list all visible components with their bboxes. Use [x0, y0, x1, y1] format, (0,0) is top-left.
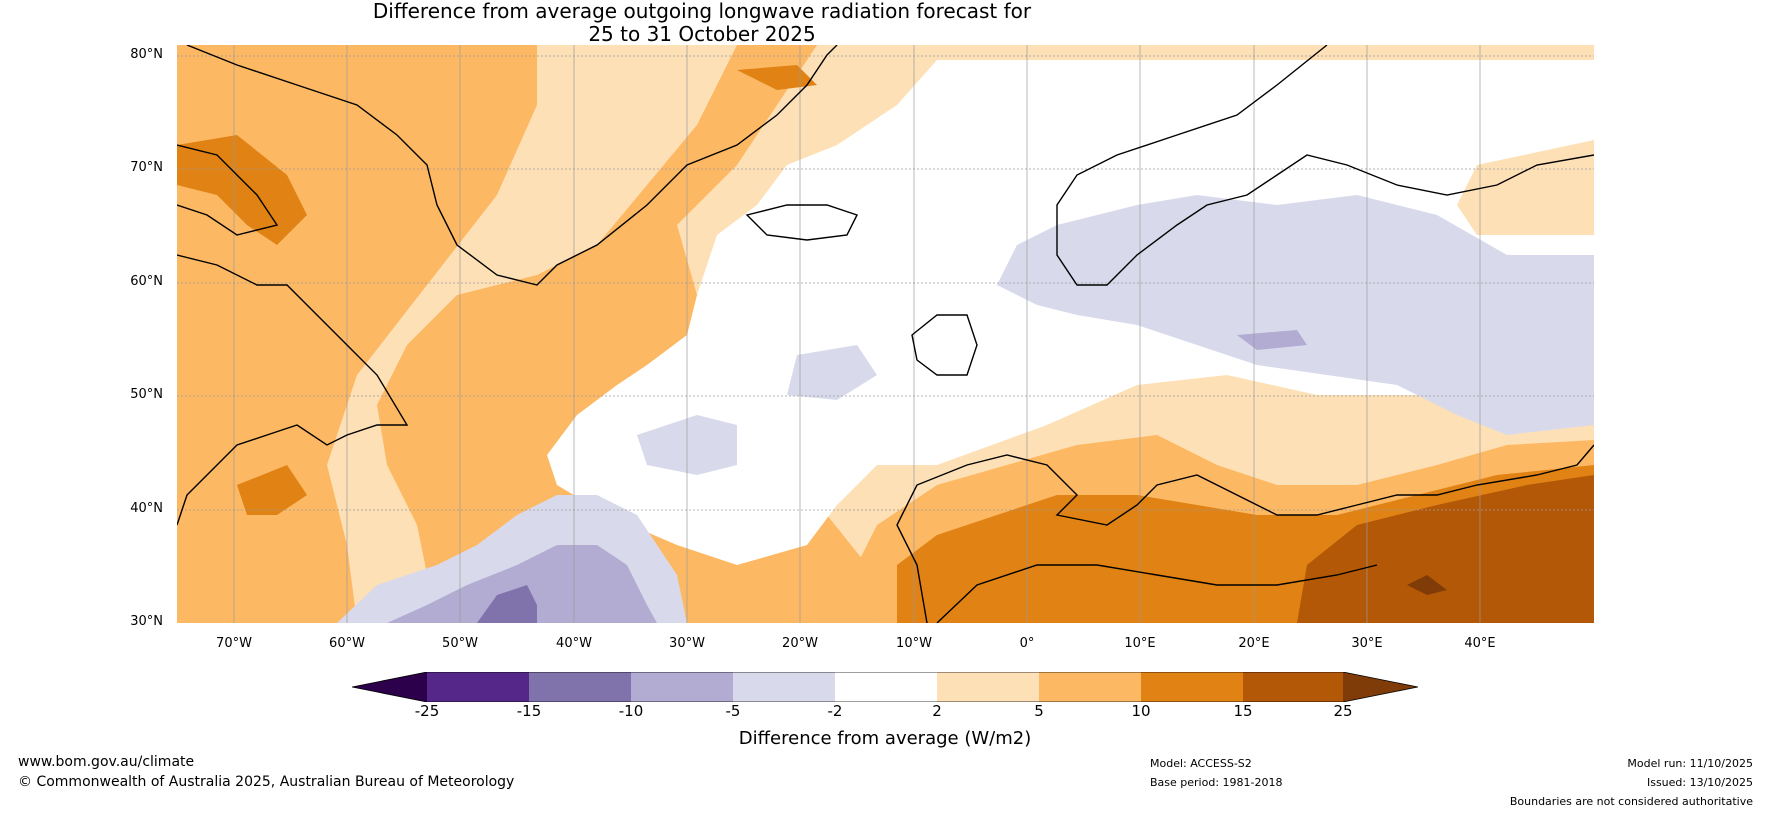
lon-label-30e: 30°E — [1351, 636, 1383, 651]
field-lilac-europe — [997, 195, 1594, 435]
lon-label-50w: 50°W — [442, 636, 478, 651]
issued-text: Issued: 13/10/2025 — [1646, 776, 1753, 789]
colorbar-swatch-3 — [631, 672, 733, 702]
colorbar-label: Difference from average (W/m2) — [738, 728, 1032, 749]
lat-label-50n: 50°N — [130, 387, 163, 402]
north-africa-coast — [936, 564, 1378, 623]
chart-title: Difference from average outgoing longwav… — [0, 0, 1404, 46]
colorbar-tick-2: -10 — [618, 702, 644, 720]
colorbar-tick-9: 25 — [1333, 702, 1353, 720]
colorbar-tick-7: 10 — [1131, 702, 1151, 720]
disclaimer-text: Boundaries are not considered authoritat… — [1509, 795, 1753, 808]
lon-label-10w: 10°W — [896, 636, 932, 651]
mediterranean-coast — [896, 444, 1594, 623]
colorbar-tick-8: 15 — [1233, 702, 1253, 720]
colorbar-swatch-10 — [1343, 672, 1418, 702]
colorbar-tick-6: 5 — [1034, 702, 1044, 720]
lat-label-80n: 80°N — [130, 47, 163, 62]
colorbar-swatch-0 — [352, 672, 427, 702]
colorbar-swatch-7 — [1039, 672, 1141, 702]
britain-coast — [911, 314, 978, 376]
lon-label-40w: 40°W — [556, 636, 592, 651]
colorbar-swatch-6 — [937, 672, 1039, 702]
lon-label-20e: 20°E — [1238, 636, 1270, 651]
scandinavia-coast — [1056, 45, 1594, 286]
title-line-2: 25 to 31 October 2025 — [588, 22, 816, 46]
colorbar-swatch-4 — [733, 672, 835, 702]
greenland-coast — [186, 45, 838, 286]
field-lilac-biscay — [787, 345, 877, 400]
colorbar-swatch-5 — [835, 672, 937, 702]
colorbar-tick-4: -2 — [827, 702, 843, 720]
field-purple-core — [477, 585, 537, 623]
map-panel — [177, 45, 1594, 623]
labrador-coast — [177, 254, 409, 526]
field-pale-orange-labrador — [327, 45, 737, 623]
colorbar — [352, 672, 1418, 702]
longitude-gridlines — [233, 45, 1481, 623]
colorbar-tick-5: 2 — [932, 702, 942, 720]
lat-label-30n: 30°N — [130, 614, 163, 629]
baffin-coast — [177, 144, 279, 236]
colorbar-swatch-2 — [529, 672, 631, 702]
field-darkest-orange-spot — [1407, 575, 1447, 595]
lat-label-40n: 40°N — [130, 501, 163, 516]
colorbar-swatch-9 — [1243, 672, 1343, 702]
lon-label-40e: 40°E — [1464, 636, 1496, 651]
field-orange-baffin — [177, 135, 307, 245]
colorbar-tick-1: -15 — [516, 702, 542, 720]
model-run-text: Model run: 11/10/2025 — [1627, 757, 1753, 770]
lon-label-10e: 10°E — [1124, 636, 1156, 651]
field-lavender-west-atlantic — [387, 545, 657, 623]
lat-label-70n: 70°N — [130, 160, 163, 175]
colorbar-tick-0: -25 — [414, 702, 440, 720]
colorbar-tick-3: -5 — [725, 702, 741, 720]
title-line-1: Difference from average outgoing longwav… — [372, 0, 1032, 23]
field-orange-greenland-sea — [737, 65, 817, 90]
lon-label-0: 0° — [1019, 636, 1035, 651]
lon-label-70w: 70°W — [216, 636, 252, 651]
colorbar-swatch-8 — [1141, 672, 1243, 702]
lat-label-60n: 60°N — [130, 274, 163, 289]
lon-label-30w: 30°W — [669, 636, 705, 651]
colorbar-swatch-1 — [427, 672, 529, 702]
field-lavender-russia — [1237, 330, 1307, 350]
coastlines — [177, 45, 1594, 623]
lon-label-60w: 60°W — [329, 636, 365, 651]
copyright-text: © Commonwealth of Australia 2025, Austra… — [18, 774, 515, 790]
map-canvas — [177, 45, 1594, 623]
base-period-text: Base period: 1981-2018 — [1150, 776, 1283, 789]
website-link[interactable]: www.bom.gov.au/climate — [18, 754, 195, 770]
field-orange-west-atlantic — [237, 465, 307, 515]
lon-label-20w: 20°W — [782, 636, 818, 651]
field-dark-orange-middle-east — [1297, 475, 1594, 623]
model-text: Model: ACCESS-S2 — [1150, 757, 1252, 770]
iceland-coast — [745, 204, 858, 241]
